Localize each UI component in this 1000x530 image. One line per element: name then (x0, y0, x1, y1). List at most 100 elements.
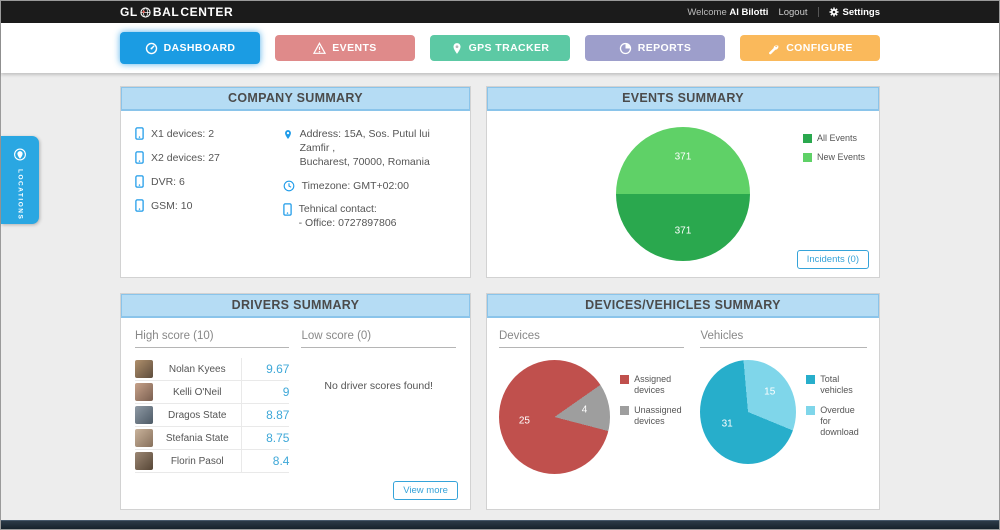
mobile-device-icon (135, 127, 144, 140)
driver-avatar (135, 383, 153, 401)
devices-vehicles-panel: DEVICES/VEHICLES SUMMARY Devices 4 25 Ass… (485, 293, 880, 510)
legend-item: Overdue for download (806, 405, 867, 439)
tab-dashboard[interactable]: DASHBOARD (120, 32, 260, 64)
drivers-summary-panel: DRIVERS SUMMARY High score (10) Nolan Ky… (120, 293, 471, 510)
events-pie-chart[interactable]: 371 371 (615, 127, 750, 261)
contact-label: Tehnical contact: (298, 202, 377, 215)
legend-swatch (802, 153, 812, 163)
pie-slice-label: 371 (674, 151, 692, 163)
vehicles-pie-chart[interactable]: 15 31 (700, 360, 797, 464)
timezone-row: Timezone: GMT+02:00 (283, 179, 456, 193)
pie-slice-label: 31 (721, 418, 733, 430)
timezone-text: Timezone: GMT+02:00 (301, 179, 409, 192)
driver-avatar (135, 452, 153, 470)
driver-row[interactable]: Kelli O'Neil 9 (135, 381, 290, 404)
logo-text-suffix: CENTER (180, 5, 234, 19)
contact-value: - Office: 0727897806 (298, 216, 397, 229)
vehicles-section: Vehicles 15 31 Total vehicles Overdue for… (700, 330, 867, 474)
pie-icon (619, 42, 632, 55)
legend-swatch (806, 375, 816, 384)
events-summary-title: EVENTS SUMMARY (486, 87, 879, 111)
tab-events[interactable]: EVENTS (275, 35, 415, 61)
contact-row: Tehnical contact: - Office: 0727897806 (282, 202, 456, 230)
pie-slice-label: 15 (764, 386, 776, 398)
legend-item: Total vehicles (806, 374, 867, 397)
globe-icon (139, 6, 152, 18)
pie-slice-label: 4 (581, 404, 588, 416)
list-item: X2 devices: 27 (135, 151, 283, 164)
devices-legend: Assigned devices Unassigned devices (620, 374, 684, 474)
legend-item: All Events (802, 133, 865, 144)
driver-avatar (135, 360, 153, 378)
devices-section: Devices 4 25 Assigned devices Unassigned … (498, 330, 685, 474)
devices-header: Devices (498, 330, 685, 348)
tab-configure[interactable]: CONFIGURE (740, 35, 880, 61)
events-summary-panel: EVENTS SUMMARY 371 371 All Events New Eve… (485, 86, 880, 278)
driver-row[interactable]: Florin Pasol 8.4 (135, 450, 290, 473)
locations-tab-label: LOCATIONS (16, 169, 24, 221)
vehicles-header: Vehicles (700, 330, 867, 348)
locations-side-tab[interactable]: LOCATIONS (1, 136, 39, 224)
gear-icon (829, 7, 839, 17)
legend-swatch (806, 405, 816, 415)
drivers-summary-title: DRIVERS SUMMARY (121, 294, 470, 318)
list-item: DVR: 6 (135, 175, 283, 188)
address-row: Address: 15A, Sos. Putul lui Zamfir , Bu… (283, 127, 456, 170)
list-item: X1 devices: 2 (135, 127, 283, 140)
legend-item: Unassigned devices (620, 405, 684, 428)
incidents-button[interactable]: Incidents (0) (796, 250, 869, 269)
username: Al Bilotti (729, 6, 769, 18)
vehicles-legend: Total vehicles Overdue for download (806, 374, 867, 464)
location-pin-icon (13, 148, 27, 163)
gauge-icon (145, 42, 158, 55)
driver-row[interactable]: Nolan Kyees 9.67 (135, 358, 290, 381)
driver-avatar (135, 429, 153, 447)
tab-gps-tracker[interactable]: GPS TRACKER (430, 35, 570, 61)
high-score-column: High score (10) Nolan Kyees 9.67 Kelli O… (135, 330, 290, 473)
main-nav: DASHBOARD EVENTS GPS TRACKER REPORTS CON… (1, 23, 999, 73)
welcome-text: Welcome Al Bilotti (687, 6, 769, 18)
pie-slice-label: 371 (674, 225, 692, 237)
events-legend: All Events New Events (802, 133, 865, 164)
company-summary-panel: COMPANY SUMMARY X1 devices: 2 X2 devices… (120, 86, 471, 278)
address-line1: Address: 15A, Sos. Putul lui Zamfir , (299, 128, 430, 155)
devices-pie-chart[interactable]: 4 25 (498, 360, 611, 474)
driver-row[interactable]: Dragos State 8.87 (135, 404, 290, 427)
legend-swatch (802, 134, 812, 143)
main-content: LOCATIONS COMPANY SUMMARY X1 devices: 2 … (1, 73, 999, 520)
logo-text-prefix: GL (120, 5, 138, 19)
no-scores-message: No driver scores found! (324, 380, 433, 392)
footer-bar (1, 520, 999, 529)
driver-avatar (135, 406, 153, 424)
legend-swatch (620, 375, 630, 384)
pin-icon (451, 42, 463, 55)
low-score-column: Low score (0) No driver scores found! (301, 330, 456, 473)
company-summary-title: COMPANY SUMMARY (121, 87, 470, 111)
wrench-icon (767, 42, 780, 55)
mobile-device-icon (135, 199, 144, 212)
low-score-header: Low score (0) (301, 330, 456, 348)
mobile-device-icon (135, 175, 144, 188)
logout-link[interactable]: Logout (778, 6, 808, 18)
company-info: Address: 15A, Sos. Putul lui Zamfir , Bu… (282, 127, 456, 239)
tab-reports[interactable]: REPORTS (585, 35, 725, 61)
map-pin-icon (283, 127, 293, 170)
driver-row[interactable]: Stefania State 8.75 (135, 427, 290, 450)
topbar: GL BAL CENTER Welcome Al Bilotti Logout (1, 1, 999, 23)
logo-text-mid: BAL (152, 5, 180, 19)
settings-link[interactable]: Settings (829, 7, 880, 18)
view-more-button[interactable]: View more (393, 481, 458, 500)
legend-item: New Events (802, 152, 865, 163)
warning-icon (313, 41, 327, 55)
clock-icon (283, 179, 295, 193)
pie-slice-label: 25 (518, 415, 530, 427)
legend-item: Assigned devices (620, 374, 684, 397)
list-item: GSM: 10 (135, 199, 283, 212)
legend-swatch (620, 405, 630, 415)
address-line2: Bucharest, 70000, Romania (299, 156, 430, 169)
mobile-device-icon (135, 151, 144, 164)
devices-vehicles-title: DEVICES/VEHICLES SUMMARY (486, 294, 879, 318)
device-count-list: X1 devices: 2 X2 devices: 27 DVR: 6 GSM:… (135, 127, 283, 239)
high-score-header: High score (10) (135, 330, 290, 348)
topbar-divider (817, 7, 819, 17)
